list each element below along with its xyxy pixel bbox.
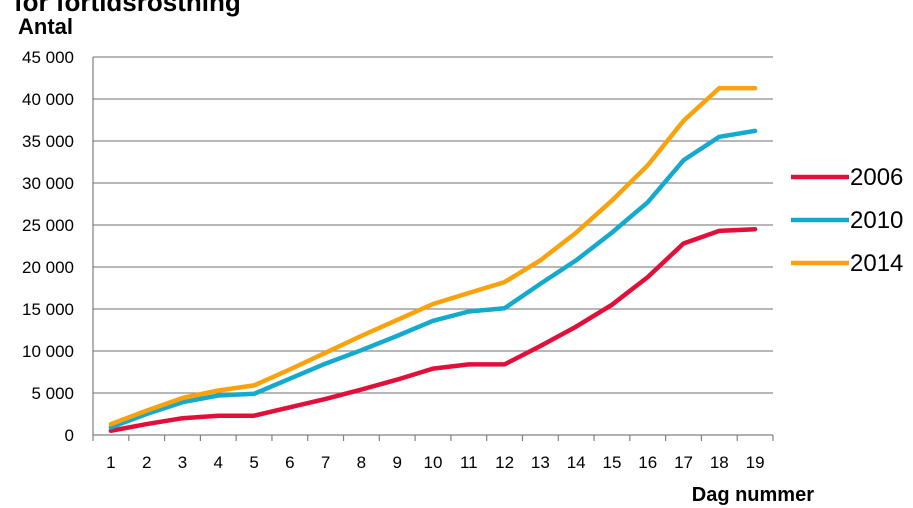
chart-title: för förtidsröstning [14, 0, 241, 17]
x-tick-label: 12 [495, 453, 514, 472]
y-tick-label: 40 000 [22, 90, 74, 109]
x-tick-label: 9 [392, 453, 401, 472]
legend-label-2014: 2014 [850, 250, 903, 277]
legend-label-2006: 2006 [850, 164, 903, 191]
y-tick-label: 35 000 [22, 132, 74, 151]
x-axis-label: Dag nummer [692, 484, 814, 506]
series-line-2014 [108, 85, 758, 427]
y-tick-label: 20 000 [22, 258, 74, 277]
y-tick-label: 15 000 [22, 300, 74, 319]
y-tick-label: 25 000 [22, 216, 74, 235]
x-tick-label: 7 [321, 453, 330, 472]
x-tick-label: 13 [531, 453, 550, 472]
x-tick-label: 4 [214, 453, 223, 472]
x-tick-label: 2 [142, 453, 151, 472]
y-tick-label: 0 [65, 426, 74, 445]
series-line-2010 [108, 128, 758, 430]
x-tick-label: 14 [567, 453, 586, 472]
gridlines [92, 56, 774, 441]
x-tick-label: 1 [106, 453, 115, 472]
y-tick-label: 10 000 [22, 342, 74, 361]
x-tick-label: 18 [710, 453, 729, 472]
legend: 2006 2010 2014 [791, 164, 903, 277]
x-tick-label: 15 [602, 453, 621, 472]
y-tick-label: 30 000 [22, 174, 74, 193]
x-tick-label: 5 [249, 453, 258, 472]
series-line-2006 [108, 226, 758, 434]
y-tick-label: 5 000 [31, 384, 74, 403]
x-tick-label: 16 [638, 453, 657, 472]
y-tick-label: 45 000 [22, 48, 74, 67]
x-tick-label: 17 [674, 453, 693, 472]
x-tick-label: 11 [460, 453, 478, 472]
x-tick-label: 10 [424, 453, 443, 472]
x-tick-labels: 1 2 3 4 5 6 7 8 9 10 11 12 13 14 15 16 17 18 19 [106, 453, 764, 472]
y-axis-label: Antal [18, 14, 73, 39]
legend-label-2010: 2010 [850, 207, 903, 234]
x-tick-label: 6 [285, 453, 294, 472]
x-tick-label: 19 [746, 453, 765, 472]
x-tick-label: 3 [178, 453, 187, 472]
y-tick-labels: 0 5 000 10 000 15 000 20 000 25 000 30 000 35 0… [22, 48, 74, 445]
series-lines [108, 85, 758, 434]
x-tick-label: 8 [357, 453, 366, 472]
